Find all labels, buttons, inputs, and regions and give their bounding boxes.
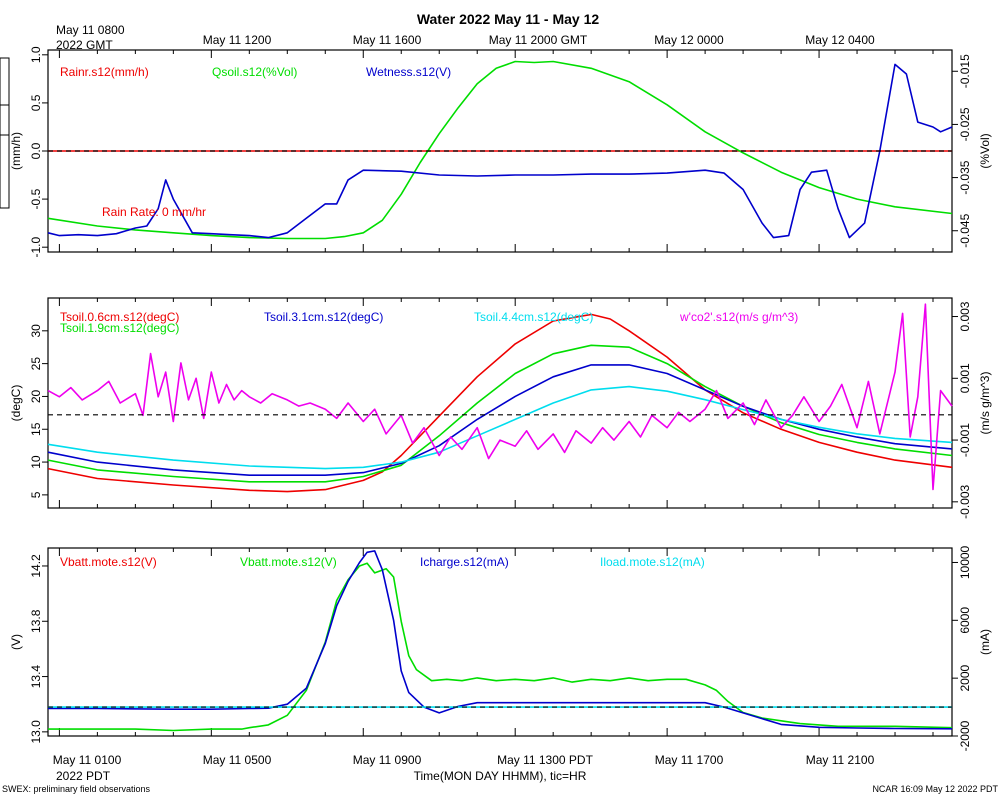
series-line-tsoil-0-6cm-s12-degc- xyxy=(47,313,953,493)
battery-panel: 13.0 13.4 13.8 14.2 -2000 2000 6000 10000 (V) (mA… xyxy=(9,545,992,751)
bottom-axis-label: May 11 0100 xyxy=(53,753,122,767)
footer-right: NCAR 16:09 May 12 2022 PDT xyxy=(872,784,998,794)
margin-legend-box xyxy=(0,57,10,209)
figure-title: Water 2022 May 11 - May 12 xyxy=(417,11,600,27)
y-tick-label-right: -0.001 xyxy=(958,423,972,457)
legend-label: Vbatt.mote.s12(V) xyxy=(240,555,337,569)
top-axis-label: May 11 1200 xyxy=(203,33,272,47)
series-line-tsoil-3-1cm-s12-degc- xyxy=(47,364,953,477)
legend-label: Tsoil.1.9cm.s12(degC) xyxy=(60,321,179,335)
y-tick-label-right: 0.001 xyxy=(958,363,972,393)
x-tick-group xyxy=(58,298,934,508)
y-tick-label-right: -0.015 xyxy=(958,54,972,88)
legend-label: Tsoil.4.4cm.s12(degC) xyxy=(474,310,593,324)
y-tick-label-left: 13.0 xyxy=(29,720,43,744)
y-tick-label-left: 10 xyxy=(29,455,43,469)
rain-rate-annotation: Rain Rate: 0 mm/hr xyxy=(102,205,206,219)
y-axis-title-right: (m/s g/m^3) xyxy=(978,372,992,435)
legend-label: Rainr.s12(mm/h) xyxy=(60,65,149,79)
series-line-tsoil-4-4cm-s12-degc- xyxy=(47,385,953,470)
y-tick-label-left: -1.0 xyxy=(29,237,43,258)
y-tick-label-left: 1.0 xyxy=(29,46,43,63)
soil-temperature-panel: 5 10 15 20 25 30 -0.003 -0.001 0.001 0.003 (degC) (… xyxy=(9,297,992,519)
y-axis-title-left: (V) xyxy=(9,634,23,650)
series-line-wetness-s12-v- xyxy=(47,63,953,239)
legend-label: Vbatt.mote.s12(V) xyxy=(60,555,157,569)
legend-label: w'co2'.s12(m/s g/m^3) xyxy=(679,310,798,324)
series-line-tsoil-1-9cm-s12-degc- xyxy=(47,344,953,483)
top-left-label-line1: May 11 0800 xyxy=(56,23,125,37)
top-left-label-line2: 2022 GMT xyxy=(56,38,113,52)
legend-label: Tsoil.3.1cm.s12(degC) xyxy=(264,310,383,324)
y-tick-label-left: 20 xyxy=(29,389,43,403)
x-axis-title: Time(MON DAY HHMM), tic=HR xyxy=(414,769,587,783)
top-axis-label: May 11 1600 xyxy=(353,33,422,47)
y-tick-label-left: 13.8 xyxy=(29,609,43,633)
y-axis-title-left: (mm/h) xyxy=(9,132,23,170)
legend-label: Iload.mote.s12(mA) xyxy=(600,555,705,569)
y-tick-label-left: 13.4 xyxy=(29,665,43,689)
bottom-axis-label: May 11 0500 xyxy=(203,753,272,767)
y-tick-label-left: 0.0 xyxy=(29,142,43,159)
y-tick-label-right: -0.025 xyxy=(958,107,972,141)
series-line-qsoil-s12-vol- xyxy=(47,60,953,240)
top-axis-label: May 12 0400 xyxy=(805,33,875,47)
y-tick-label-left: 0.5 xyxy=(29,94,43,111)
y-tick-label-left: 30 xyxy=(29,324,43,338)
y-tick-label-right: -0.003 xyxy=(958,484,972,518)
y-axis-title-right: (mA) xyxy=(978,629,992,655)
series-line-w-co2-s12-m-s-g-m-3- xyxy=(47,303,953,491)
y-tick-label-right: 2000 xyxy=(958,664,972,691)
series-line-vbatt-mote-s12-v- xyxy=(48,562,953,732)
water-panel: -1.0 -0.5 0.0 0.5 1.0 -0.045 -0.035 -0.025 -0.01… xyxy=(9,46,992,257)
y-axis-title-left: (degC) xyxy=(9,385,23,422)
bottom-axis-label: May 11 2100 xyxy=(806,753,875,767)
plot-frame xyxy=(47,297,953,509)
series-line-icharge-s12-ma- xyxy=(48,550,953,730)
top-axis-labels: May 11 1200 May 11 1600 May 11 2000 GMT … xyxy=(203,33,875,47)
y-tick-label-left: 15 xyxy=(29,422,43,436)
y-tick-label-right: -0.035 xyxy=(958,160,972,194)
legend-label: Wetness.s12(V) xyxy=(366,65,451,79)
y-tick-label-right: -2000 xyxy=(958,720,972,751)
x-tick-group xyxy=(58,50,934,252)
y-tick-label-left: 5 xyxy=(29,491,43,498)
bottom-left-label: 2022 PDT xyxy=(56,769,111,783)
y-tick-label-right: 6000 xyxy=(958,607,972,634)
y-tick-label-right: 0.003 xyxy=(958,301,972,331)
y-tick-label-left: 14.2 xyxy=(29,554,43,578)
y-tick-label-right: 10000 xyxy=(958,545,972,579)
legend-label: Tsoil.0.6cm.s12(degC) xyxy=(60,310,179,324)
plot-frame xyxy=(47,547,953,737)
bottom-axis-label: May 11 0900 xyxy=(353,753,422,767)
footer-left: SWEX: preliminary field observations xyxy=(2,784,151,794)
bottom-axis-label: May 11 1300 PDT xyxy=(497,753,593,767)
top-axis-label: May 12 0000 xyxy=(654,33,724,47)
bottom-axis-label: May 11 1700 xyxy=(655,753,724,767)
top-axis-label: May 11 2000 GMT xyxy=(489,33,588,47)
y-tick-label-right: -0.045 xyxy=(958,213,972,247)
y-tick-label-left: -0.5 xyxy=(29,188,43,209)
y-axis-title-right: (%Vol) xyxy=(978,133,992,168)
y-tick-label-left: 25 xyxy=(29,357,43,371)
bottom-axis-labels: May 11 0100 May 11 0500 May 11 0900 May … xyxy=(53,753,875,767)
legend-label: Icharge.s12(mA) xyxy=(420,555,509,569)
legend-label: Qsoil.s12(%Vol) xyxy=(212,65,297,79)
